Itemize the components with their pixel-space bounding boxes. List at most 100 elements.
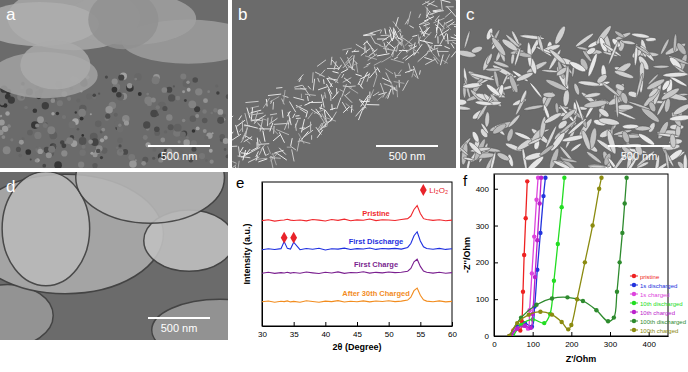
sem-texture [438, 51, 449, 52]
data-point [515, 326, 519, 330]
sem-texture [46, 152, 52, 158]
sem-texture [326, 84, 332, 94]
sem-texture [38, 149, 43, 154]
sem-texture [188, 100, 196, 108]
sem-texture [161, 87, 167, 93]
sem-texture [90, 152, 93, 155]
sem-texture [100, 138, 104, 142]
sem-texture [62, 115, 66, 119]
sem-texture [391, 59, 404, 63]
sem-texture [0, 115, 2, 117]
sem-texture [575, 99, 585, 122]
sem-texture [308, 86, 311, 89]
sem-texture [583, 99, 608, 109]
scale-bar-label: 500 nm [621, 150, 658, 162]
sem-texture [37, 116, 44, 123]
sem-image: c500 nm [451, 0, 688, 179]
series-line [509, 181, 527, 336]
sem-texture [380, 83, 384, 95]
sem-texture [150, 110, 158, 118]
sem-texture [659, 38, 670, 55]
sem-texture [397, 49, 403, 56]
sem-texture [396, 45, 397, 52]
sem-texture [368, 54, 377, 60]
sem-texture [460, 146, 469, 157]
sem-texture [341, 69, 348, 72]
data-point [538, 231, 542, 235]
sem-texture [114, 120, 121, 127]
sem-texture [437, 19, 439, 30]
sem-texture [186, 136, 189, 139]
sem-texture [141, 161, 146, 166]
sem-texture [354, 60, 358, 64]
sem-texture [3, 146, 11, 154]
sem-texture [16, 147, 21, 152]
x-axis-title: Z'/Ohm [566, 354, 597, 364]
sem-texture [30, 158, 32, 160]
sem-texture [451, 51, 456, 57]
data-point [620, 231, 624, 235]
sem-texture [444, 23, 450, 30]
sem-texture [259, 146, 263, 155]
sem-texture [67, 97, 71, 101]
sem-texture [118, 74, 124, 80]
sem-texture [403, 80, 409, 90]
sem-texture [414, 42, 415, 48]
sem-texture [92, 163, 97, 168]
sem-texture [446, 20, 453, 24]
sem-texture [663, 72, 688, 78]
sem-texture [295, 115, 299, 117]
sem-background [232, 0, 456, 168]
sem-texture [143, 121, 150, 128]
sem-texture [69, 121, 76, 128]
sem-texture [195, 114, 199, 118]
sem-texture [288, 112, 291, 125]
sem-texture [242, 121, 243, 132]
sem-texture [405, 69, 414, 72]
sem-texture [647, 101, 657, 113]
sem-texture [514, 47, 522, 67]
x-tick-label: 100 [526, 340, 540, 349]
sem-texture [399, 50, 408, 51]
sem-texture [330, 108, 336, 110]
sem-texture [379, 45, 389, 48]
sem-texture [352, 55, 354, 68]
sem-texture [548, 48, 567, 66]
sem-texture [419, 14, 421, 18]
sem-texture [576, 46, 588, 51]
sem-texture [370, 45, 375, 56]
sem-texture [358, 107, 363, 120]
sem-texture [445, 12, 451, 17]
sem-texture [342, 48, 351, 50]
sem-texture [98, 93, 100, 95]
x-tick-label: 200 [565, 340, 579, 349]
sem-texture [296, 105, 302, 107]
sem-texture [627, 100, 652, 111]
sem-texture [419, 26, 424, 37]
sem-texture [340, 57, 347, 69]
sem-texture [485, 53, 493, 66]
data-point [590, 223, 594, 227]
sem-texture [631, 32, 650, 39]
sem-texture [162, 106, 167, 111]
sem-texture [367, 63, 371, 65]
sem-texture [244, 137, 252, 142]
series-label: First Discharge [349, 237, 404, 246]
sem-texture [360, 100, 366, 108]
sem-texture [320, 121, 329, 130]
sem-texture [442, 22, 444, 31]
sem-texture [601, 81, 621, 98]
sem-texture [489, 152, 497, 168]
sem-texture [360, 74, 369, 79]
sem-texture [199, 153, 205, 159]
sem-texture [394, 57, 398, 59]
sem-texture [394, 82, 405, 84]
data-point [533, 275, 537, 279]
sem-texture [287, 147, 291, 148]
chart: 01002003004000100200300400Z'/Ohm-Z''/Ohm… [462, 172, 686, 364]
data-point [550, 312, 554, 316]
sem-texture-group [0, 172, 228, 340]
sem-texture [95, 149, 100, 154]
sem-texture [164, 130, 167, 133]
sem-texture [293, 97, 304, 100]
